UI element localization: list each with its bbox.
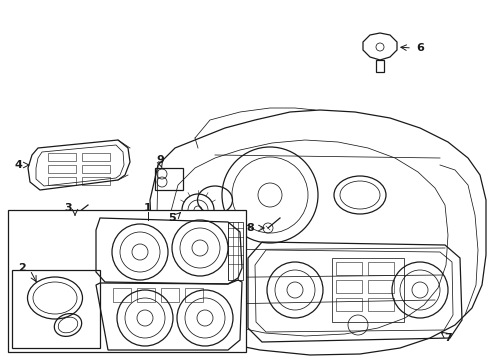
Bar: [12, 270, 100, 348]
Bar: [48, 153, 76, 161]
Text: 6: 6: [415, 43, 423, 53]
Bar: [161, 288, 179, 302]
Bar: [331, 258, 403, 322]
Bar: [375, 60, 383, 72]
Bar: [184, 288, 203, 302]
Text: 2: 2: [18, 263, 26, 273]
Bar: [8, 210, 245, 352]
Bar: [227, 222, 243, 280]
Bar: [335, 262, 361, 275]
Text: 4: 4: [14, 160, 22, 170]
Bar: [82, 153, 110, 161]
Text: 5: 5: [168, 213, 176, 223]
Text: 7: 7: [443, 333, 451, 343]
Text: 9: 9: [156, 155, 163, 165]
Bar: [48, 165, 76, 173]
Bar: [367, 298, 393, 311]
Text: 1: 1: [144, 203, 152, 213]
Bar: [82, 177, 110, 185]
Text: 8: 8: [245, 223, 253, 233]
Bar: [48, 177, 76, 185]
Bar: [367, 262, 393, 275]
Bar: [82, 165, 110, 173]
Bar: [335, 298, 361, 311]
Bar: [335, 280, 361, 293]
Bar: [367, 280, 393, 293]
Bar: [155, 168, 183, 190]
Bar: [113, 288, 131, 302]
Text: 3: 3: [64, 203, 72, 213]
Bar: [137, 288, 155, 302]
